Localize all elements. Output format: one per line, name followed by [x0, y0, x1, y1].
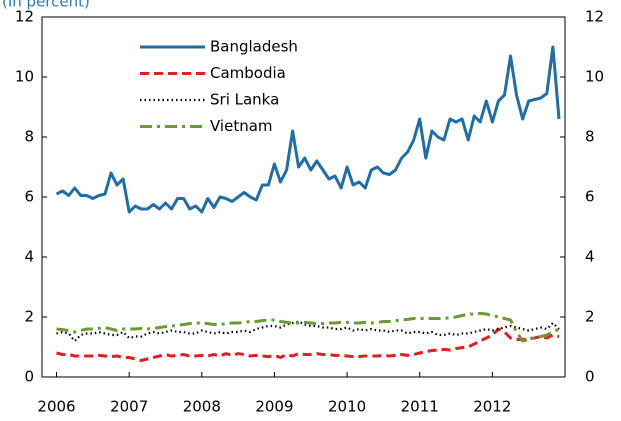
y-tick-label: 0 — [24, 368, 34, 386]
y2-tick-label: 8 — [585, 128, 595, 146]
legend-label: Sri Lanka — [210, 91, 279, 109]
x-tick-label: 2006 — [37, 398, 75, 416]
y-tick-label: 10 — [15, 68, 34, 86]
y-tick-label: 8 — [24, 128, 34, 146]
series-line — [56, 327, 560, 362]
series-line — [56, 320, 560, 343]
series-line — [56, 311, 560, 343]
x-tick-label: 2008 — [183, 398, 221, 416]
plot-frame — [41, 16, 566, 378]
y-tick-label: 4 — [24, 248, 34, 266]
legend-label: Vietnam — [210, 117, 273, 135]
x-tick-label: 2010 — [328, 398, 366, 416]
x-tick-label: 2009 — [255, 398, 293, 416]
y2-tick-label: 4 — [585, 248, 595, 266]
y2-tick-label: 12 — [585, 8, 604, 26]
y2-tick-label: 0 — [585, 368, 595, 386]
y2-tick-label: 2 — [585, 308, 595, 326]
y-tick-label: 6 — [24, 188, 34, 206]
y-tick-label: 2 — [24, 308, 34, 326]
x-tick-label: 2011 — [401, 398, 439, 416]
x-tick-label: 2012 — [473, 398, 511, 416]
y2-tick-label: 6 — [585, 188, 595, 206]
y2-tick-label: 10 — [585, 68, 604, 86]
chart-title: (In percent) — [2, 0, 90, 11]
legend-label: Bangladesh — [210, 38, 298, 56]
y-tick-label: 12 — [15, 8, 34, 26]
legend-label: Cambodia — [210, 64, 286, 82]
x-tick-label: 2007 — [110, 398, 148, 416]
series-line — [55, 45, 561, 214]
